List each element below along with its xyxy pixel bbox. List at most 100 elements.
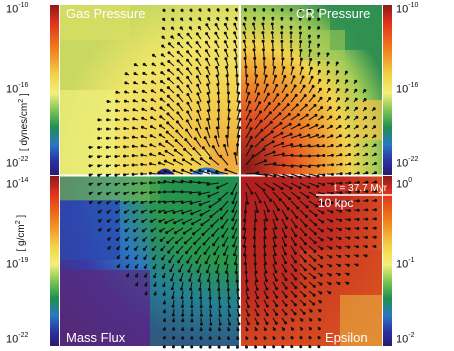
vector-arrow-head	[157, 190, 161, 194]
vector-arrow-head	[198, 203, 202, 207]
vector-arrow-head	[263, 345, 267, 349]
vector-arrow	[308, 144, 318, 148]
vector-arrow-head	[206, 169, 210, 173]
vector-arrow	[254, 129, 263, 139]
vector-arrow-head	[246, 83, 250, 86]
vector-arrow-head	[141, 89, 145, 93]
vector-arrow	[254, 200, 258, 212]
vector-arrow-head	[193, 137, 197, 141]
vector-arrow	[184, 148, 193, 157]
vector-arrow-head	[289, 31, 293, 35]
vector-arrow-head	[322, 183, 326, 187]
vector-arrow-head	[163, 319, 166, 322]
vector-arrow-head	[211, 233, 215, 237]
vector-arrow	[164, 170, 175, 175]
vector-arrow-head	[317, 69, 321, 73]
vector-arrow-head	[242, 39, 246, 43]
vector-arrow	[174, 149, 184, 157]
vector-arrow-head	[243, 8, 247, 12]
vector-arrow-head	[131, 163, 135, 167]
vector-arrow-head	[189, 191, 193, 195]
vector-arrow-head	[308, 40, 312, 44]
vector-arrow-head	[105, 182, 109, 186]
vector-arrow-head	[289, 186, 293, 190]
vector-arrow-head	[206, 83, 210, 87]
vector-arrow	[308, 164, 319, 167]
vector-arrow-head	[116, 256, 120, 260]
vector-arrow-head	[346, 106, 350, 110]
vector-arrow	[263, 173, 275, 177]
vector-arrow	[214, 245, 220, 255]
vector-arrow-head	[175, 129, 179, 133]
vector-arrow-head	[305, 215, 308, 218]
vector-arrow-head	[312, 293, 316, 297]
vector-arrow-head	[224, 270, 228, 274]
vector-arrow-head	[365, 180, 369, 184]
vector-arrow-head	[204, 49, 208, 53]
vector-arrow-head	[88, 173, 92, 177]
vector-arrow-head	[206, 182, 210, 186]
vector-arrow-head	[125, 256, 129, 260]
vector-arrow-head	[151, 238, 154, 242]
vector-arrow	[254, 120, 262, 130]
vector-arrow-head	[115, 229, 119, 232]
vector-arrow-head	[186, 75, 190, 79]
vector-arrow-head	[281, 336, 285, 340]
vector-arrow-head	[242, 22, 246, 26]
vector-arrow-head	[280, 8, 284, 12]
panel-label-gas-pressure: Gas Pressure	[66, 6, 146, 21]
panel-label-epsilon: Epsilon	[325, 330, 368, 345]
vector-arrow-head	[365, 208, 369, 212]
vector-arrow-head	[298, 25, 302, 29]
vector-arrow-head	[356, 162, 360, 166]
vector-arrow-head	[221, 234, 225, 238]
vector-arrow-head	[105, 164, 109, 168]
vector-arrow	[207, 110, 211, 121]
left-tick-bottom-1: 10-14	[6, 177, 29, 191]
vector-arrow-head	[273, 65, 276, 69]
vector-arrow-head	[364, 116, 368, 119]
left-tick-top-3: 10-22	[6, 156, 29, 170]
vector-arrow-head	[106, 109, 110, 113]
vector-arrow-head	[176, 111, 180, 115]
vector-arrow	[185, 139, 193, 148]
vector-arrow-head	[88, 201, 92, 204]
vector-arrow-head	[217, 108, 221, 112]
vector-arrow-head	[172, 169, 176, 173]
vector-arrow-head	[134, 256, 138, 260]
vector-arrow-head	[253, 8, 257, 12]
vector-arrow-head	[290, 345, 294, 349]
vector-arrow	[243, 218, 247, 230]
vector-arrow	[263, 151, 275, 157]
vector-arrow-head	[231, 226, 235, 230]
vector-arrow-head	[298, 17, 302, 21]
vector-arrow	[194, 236, 202, 244]
vector-arrow-head	[237, 305, 241, 309]
vector-arrow-head	[338, 124, 342, 128]
vector-arrow-head	[245, 328, 249, 332]
vector-arrow	[290, 144, 301, 148]
vector-arrow-head	[216, 17, 220, 20]
vector-arrow-head	[180, 17, 184, 21]
vector-arrow-head	[216, 91, 220, 95]
vector-arrow-head	[355, 106, 358, 110]
vector-arrow-head	[289, 40, 293, 43]
vector-arrow-head	[233, 262, 237, 266]
vector-arrow-head	[189, 168, 193, 172]
vector-arrow-head	[115, 219, 119, 223]
vector-arrow-head	[348, 162, 352, 166]
vector-arrow-head	[227, 100, 231, 104]
vector-arrow-head	[217, 345, 221, 349]
vector-arrow-head	[116, 265, 120, 268]
vector-arrow-head	[250, 191, 254, 195]
vector-arrow-head	[243, 16, 247, 20]
vector-arrow-head	[243, 56, 247, 60]
vector-arrow-head	[132, 117, 136, 121]
vector-arrow-head	[320, 256, 324, 260]
vector-arrow	[245, 146, 253, 157]
vector-arrow-head	[171, 304, 175, 308]
vector-arrow	[290, 227, 297, 237]
vector-arrow-head	[259, 110, 262, 114]
vector-arrow-head	[294, 225, 298, 229]
vector-arrow-head	[262, 16, 266, 20]
